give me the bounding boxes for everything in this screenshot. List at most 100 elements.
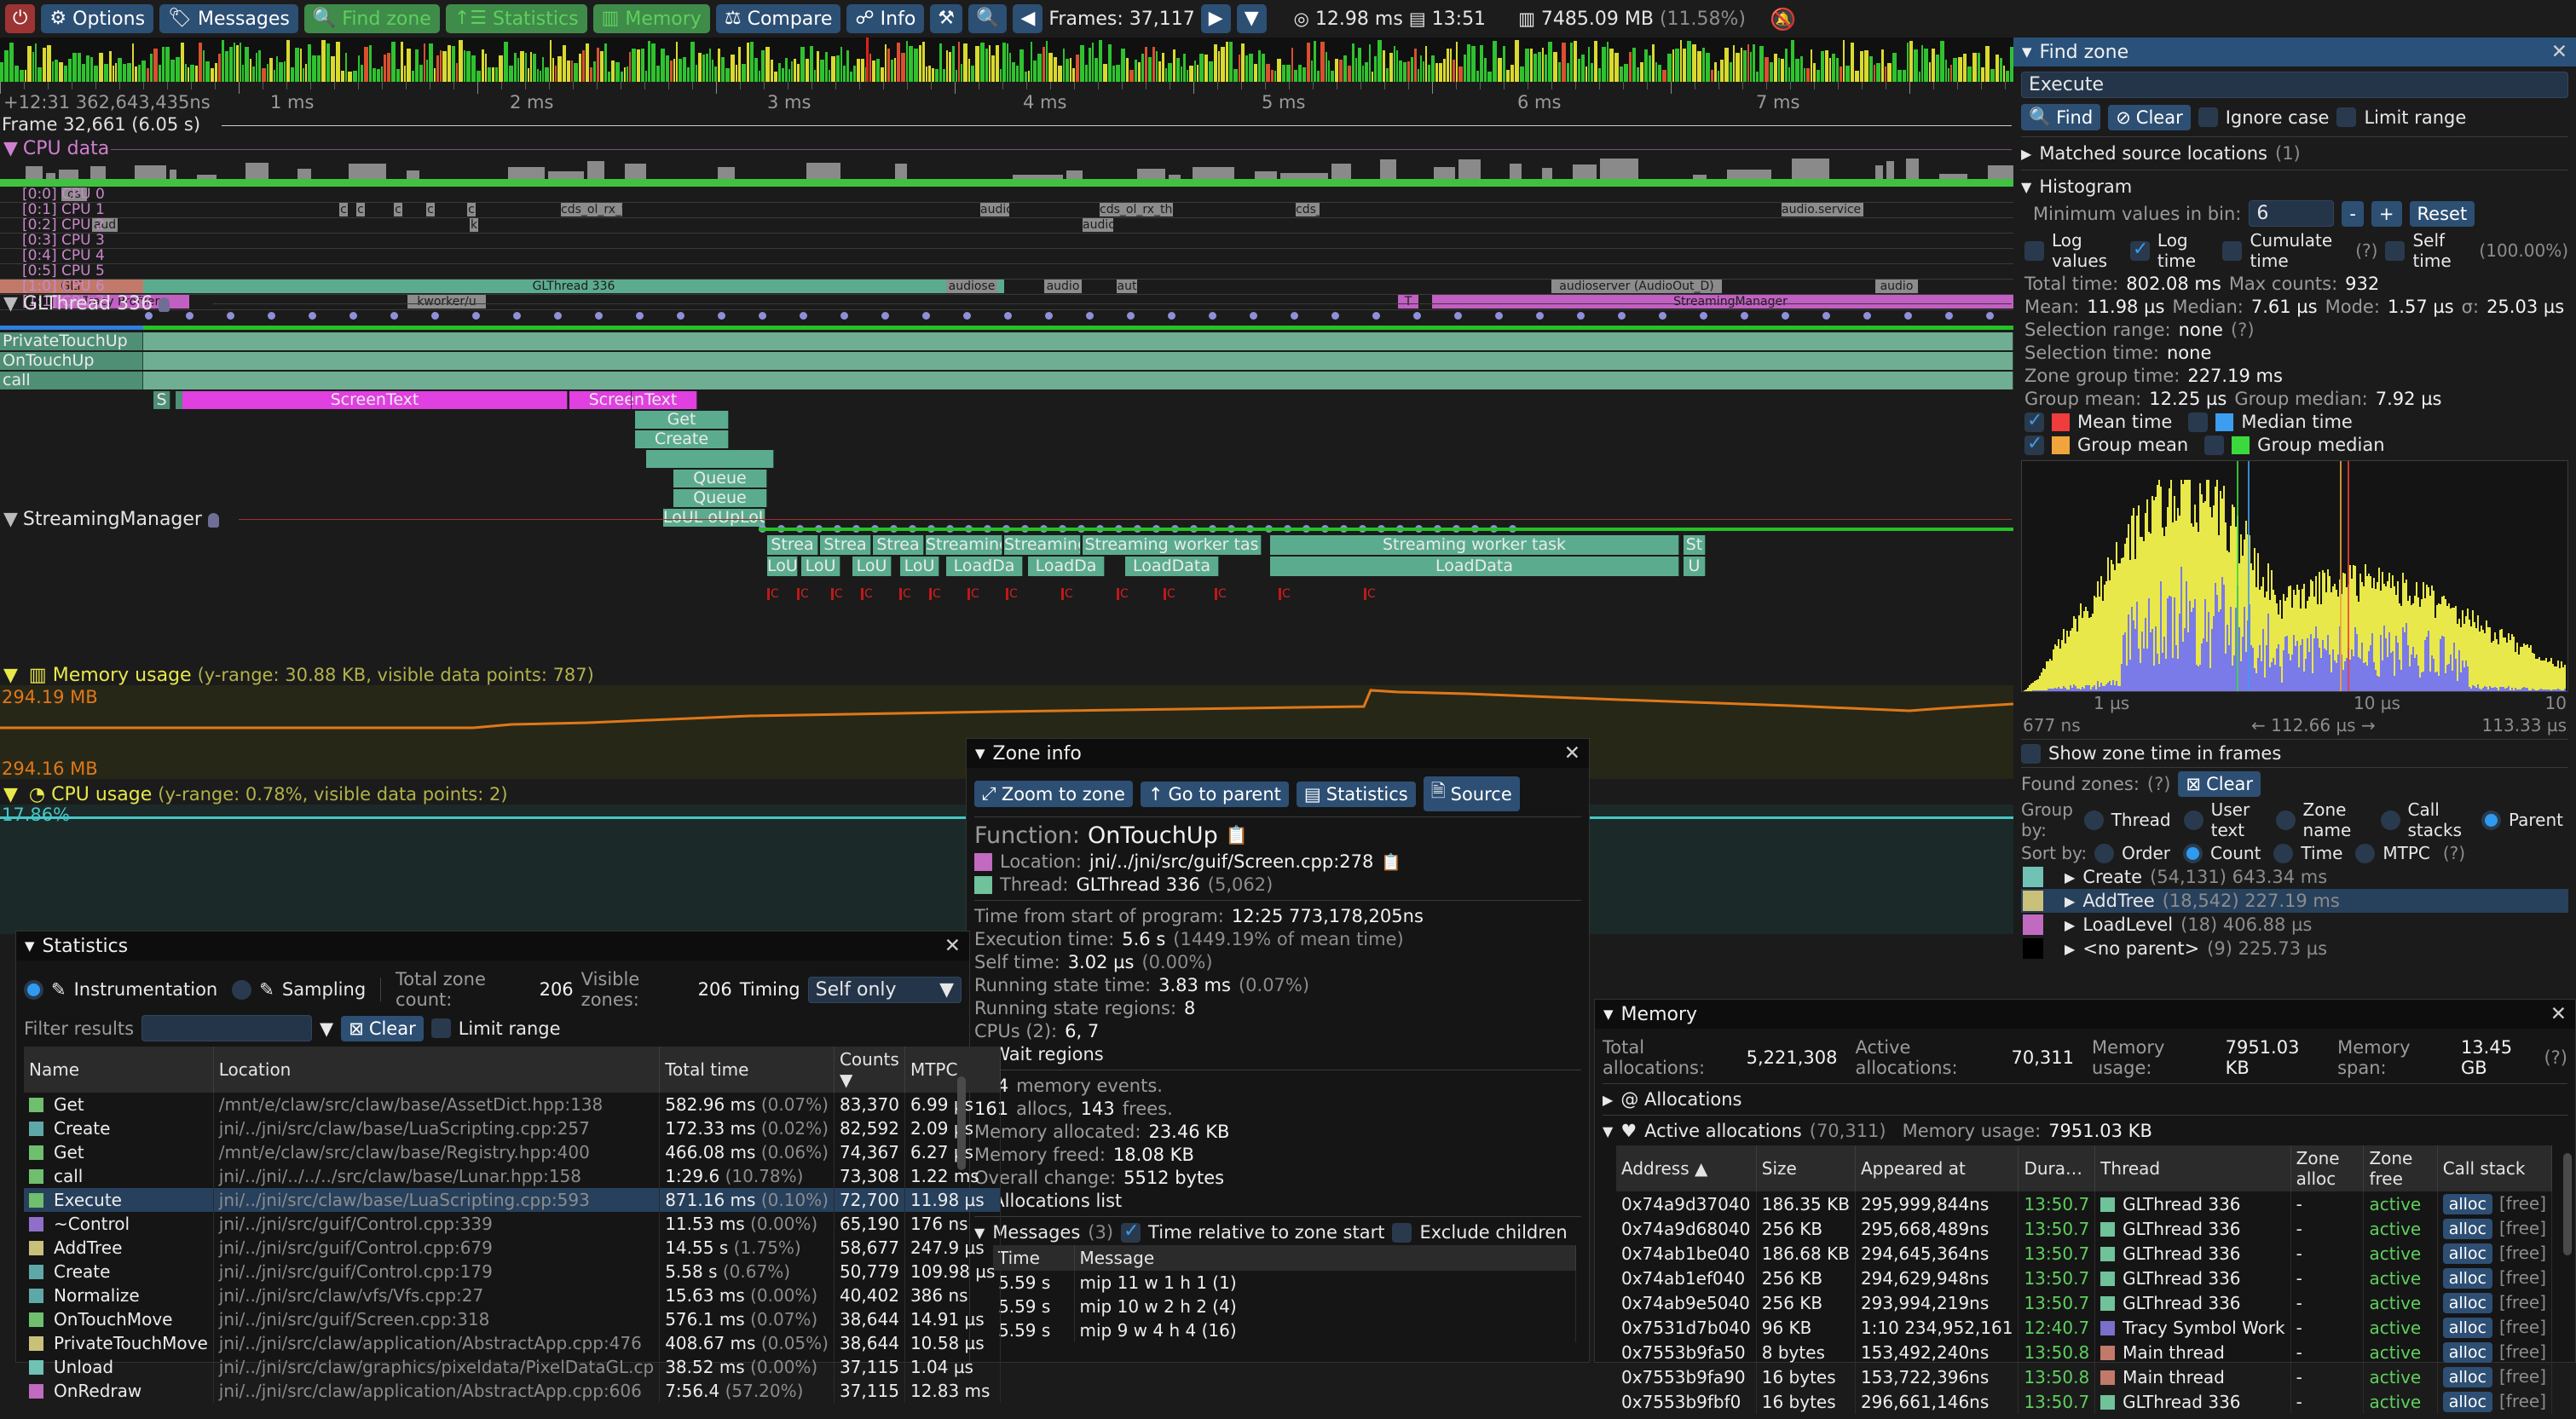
frame-bar[interactable] (38, 67, 42, 82)
location-value[interactable]: jni/../jni/src/guif/Screen.cpp:278 (1089, 851, 1373, 872)
alloc-callstack-button[interactable]: alloc (2443, 1318, 2492, 1338)
frame-bar[interactable] (1658, 65, 1661, 82)
frame-bar[interactable] (1909, 41, 1913, 82)
message-marker[interactable] (1061, 588, 1064, 600)
frame-bar[interactable] (1548, 42, 1552, 82)
legend-checkbox-group-mean[interactable] (2024, 436, 2044, 455)
frame-bar[interactable] (1214, 44, 1217, 82)
sort-by-time[interactable] (2273, 844, 2293, 863)
frame-bar[interactable] (504, 42, 508, 82)
message-marker[interactable] (767, 588, 770, 600)
frame-bar[interactable] (670, 61, 673, 82)
frame-bar[interactable] (1945, 60, 1947, 82)
cpu-thread-bar[interactable]: cds_ (1296, 203, 1320, 216)
frame-bar[interactable] (317, 55, 321, 82)
frame-bar[interactable] (499, 55, 503, 82)
frame-bar[interactable] (1286, 65, 1291, 82)
frame-bar[interactable] (683, 57, 686, 82)
zone-statistics-button[interactable]: ▤ Statistics (1297, 782, 1416, 807)
zone-marker-dot[interactable] (718, 312, 725, 320)
frame-bar[interactable] (456, 63, 458, 82)
cumulate-time-checkbox[interactable] (2222, 241, 2242, 261)
frame-bar[interactable] (961, 64, 962, 82)
timeline-zone[interactable]: Streaming worker task (1270, 535, 1679, 555)
group-by-parent[interactable] (2481, 810, 2501, 830)
frame-bar[interactable] (113, 66, 114, 82)
frame-bar[interactable] (552, 58, 554, 82)
frame-bar[interactable] (1948, 68, 1949, 82)
timeline-zone[interactable]: LoU (767, 557, 798, 576)
source-button[interactable]: 🗎 Source (1424, 776, 1520, 811)
frame-bar[interactable] (876, 59, 880, 82)
frame-bar[interactable] (252, 66, 255, 82)
zone-marker-dot[interactable] (1945, 312, 1953, 320)
frame-bar[interactable] (533, 54, 536, 82)
frame-bar[interactable] (1063, 49, 1065, 82)
frame-bar[interactable] (72, 53, 77, 82)
frame-bar[interactable] (651, 43, 656, 82)
frame-bar[interactable] (1655, 62, 1657, 82)
frame-bar[interactable] (1972, 53, 1977, 82)
frame-bar[interactable] (1733, 45, 1735, 82)
frame-bar[interactable] (996, 45, 999, 82)
exclude-children-checkbox[interactable] (1392, 1223, 1412, 1243)
frame-bar[interactable] (1533, 54, 1537, 82)
frame-bar[interactable] (401, 42, 403, 82)
frame-bar[interactable] (1048, 53, 1053, 82)
frame-bar[interactable] (1189, 66, 1193, 82)
frame-bar[interactable] (590, 67, 592, 82)
message-marker[interactable] (1215, 588, 1217, 600)
frame-strip[interactable] (0, 37, 2013, 82)
zone-marker-dot[interactable] (390, 312, 398, 320)
frame-bar[interactable] (679, 59, 682, 82)
frame-bar[interactable] (9, 43, 14, 82)
frame-bar[interactable] (632, 49, 636, 82)
zone-marker-dot[interactable] (1250, 312, 1257, 320)
frame-bar[interactable] (1443, 59, 1446, 82)
frame-bar[interactable] (1825, 50, 1828, 82)
frame-bar[interactable] (836, 55, 840, 82)
frame-bar[interactable] (1874, 65, 1875, 82)
frame-bar[interactable] (661, 49, 665, 82)
statistics-button[interactable]: ↑☰ Statistics (446, 4, 587, 33)
frame-bar[interactable] (1058, 66, 1062, 82)
frame-bar[interactable] (1420, 55, 1422, 82)
timing-select[interactable]: Self only ▼ (808, 977, 962, 1003)
frame-bar[interactable] (300, 49, 302, 82)
group-by-call-stacks[interactable] (2381, 810, 2400, 830)
frame-bar[interactable] (1374, 56, 1377, 82)
frame-bar[interactable] (1209, 61, 1213, 82)
frame-bar[interactable] (1602, 47, 1606, 82)
frame-bar[interactable] (55, 60, 58, 82)
frame-bar[interactable] (1506, 70, 1510, 82)
found-zone-group[interactable]: ▶LoadLevel(18) 406.88 µs (2021, 913, 2568, 937)
frame-bar[interactable] (373, 68, 376, 82)
frame-bar[interactable] (1788, 67, 1790, 82)
frame-bar[interactable] (1503, 46, 1505, 82)
frame-bar[interactable] (1936, 55, 1939, 82)
frame-bar[interactable] (861, 59, 864, 82)
frame-bar[interactable] (1070, 58, 1071, 82)
statistics-titlebar[interactable]: ▼ Statistics ✕ (16, 932, 969, 960)
frame-bar[interactable] (624, 67, 626, 82)
frame-bar[interactable] (1778, 58, 1780, 82)
found-zone-group[interactable]: ▶<no parent>(9) 225.73 µs (2021, 937, 2568, 960)
frame-bar[interactable] (1126, 58, 1129, 82)
frame-bar[interactable] (387, 53, 390, 82)
frame-bar[interactable] (956, 70, 957, 82)
timeline-zone[interactable]: LoadDa (1028, 557, 1105, 576)
frame-bar[interactable] (800, 47, 805, 82)
frame-bar[interactable] (1066, 59, 1069, 82)
frame-bar[interactable] (1785, 49, 1788, 82)
frame-bar[interactable] (1652, 44, 1655, 82)
frame-bar[interactable] (1811, 49, 1812, 82)
frame-bar[interactable] (99, 53, 103, 82)
close-icon[interactable]: ✕ (2551, 41, 2567, 63)
frame-bar[interactable] (150, 54, 153, 82)
frame-bar[interactable] (1394, 46, 1395, 82)
frame-bar[interactable] (1054, 57, 1057, 82)
compare-button[interactable]: ⚖ Compare (716, 4, 841, 33)
frame-bar[interactable] (345, 53, 347, 82)
frame-bar[interactable] (1498, 58, 1502, 82)
